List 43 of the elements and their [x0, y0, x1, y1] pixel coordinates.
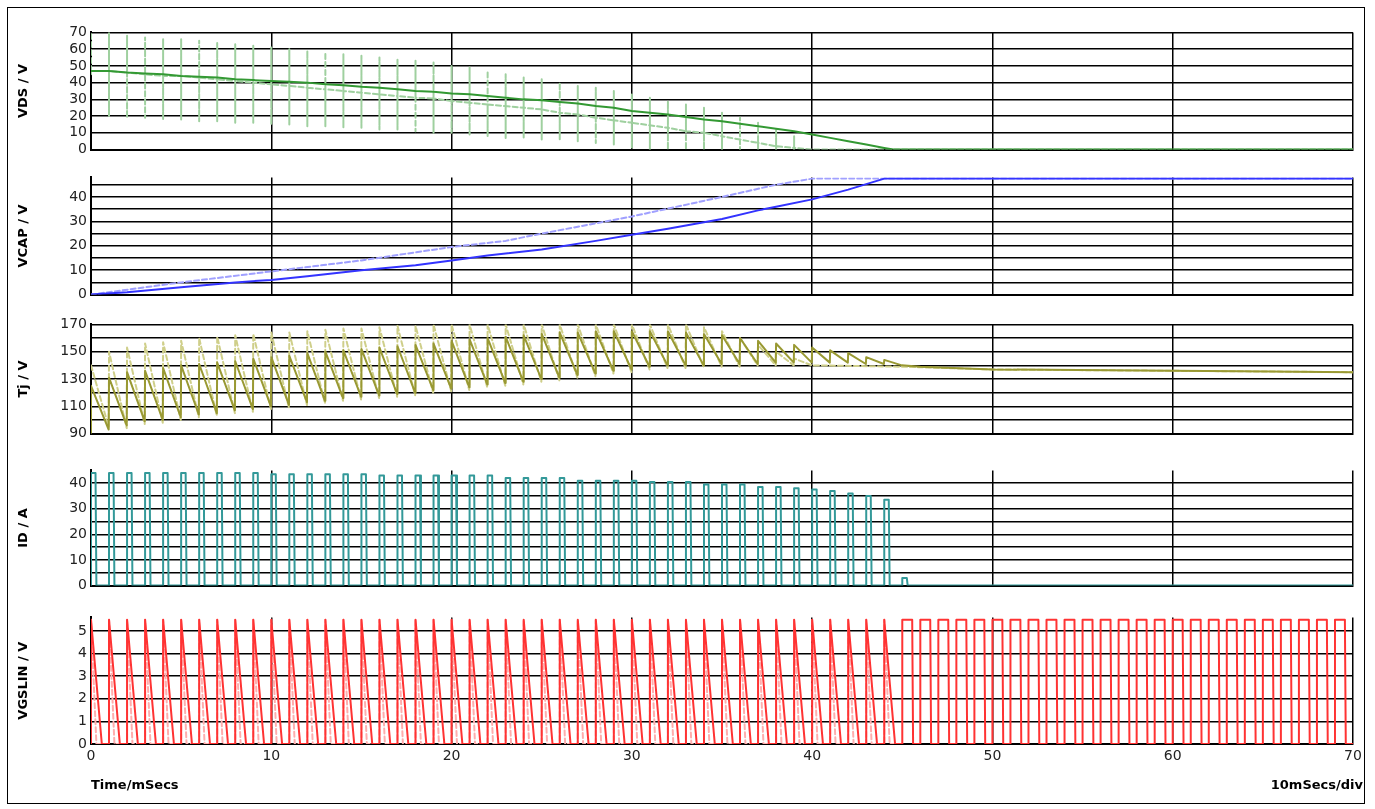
y-tick-label: 60 — [69, 39, 87, 56]
text: 10mSecs/div — [1270, 777, 1363, 792]
y-tick-label: 20 — [69, 525, 87, 542]
y-axis-title: VGSLIN / V — [15, 641, 31, 720]
y-tick-label: 1 — [78, 712, 87, 729]
x-tick-label: 70 — [1344, 747, 1362, 764]
y-axis-title: VDS / V — [15, 63, 31, 119]
y-tick-label: 4 — [78, 644, 88, 661]
y-tick-label: 130 — [60, 369, 87, 386]
y-axis-title: ID / A — [15, 508, 31, 548]
x-tick-label: 30 — [622, 747, 641, 764]
y-tick-label: 170 — [60, 315, 87, 332]
x-tick-label: 40 — [803, 747, 822, 764]
y-axis-title: Tj / V — [15, 360, 31, 398]
y-tick-label: 0 — [78, 140, 87, 157]
y-tick-label: 150 — [60, 342, 87, 359]
y-tick-label: 110 — [60, 396, 87, 413]
y-tick-label: 3 — [78, 666, 87, 683]
x-tick-label: 10 — [262, 747, 281, 764]
y-tick-label: 50 — [69, 56, 87, 73]
y-tick-label: 0 — [78, 734, 87, 751]
y-tick-label: 2 — [78, 689, 87, 706]
x-tick-label: 20 — [442, 747, 461, 764]
y-tick-label: 20 — [69, 106, 87, 123]
y-tick-label: 0 — [78, 285, 87, 302]
y-tick-label: 40 — [69, 473, 87, 490]
y-tick-label: 70 — [69, 23, 87, 40]
y-tick-label: 40 — [69, 187, 87, 204]
y-tick-label: 90 — [69, 424, 87, 441]
y-tick-label: 30 — [69, 211, 87, 228]
y-tick-label: 40 — [69, 73, 87, 90]
y-axis-title: VCAP / V — [15, 204, 31, 268]
y-tick-label: 30 — [69, 499, 87, 516]
x-tick-label: 60 — [1163, 747, 1182, 764]
y-tick-label: 20 — [69, 236, 87, 253]
y-tick-label: 0 — [78, 576, 87, 593]
y-tick-label: 30 — [69, 90, 87, 107]
y-tick-label: 5 — [78, 621, 87, 638]
x-axis-title: Time/mSecs — [91, 777, 179, 792]
x-tick-label: 50 — [983, 747, 1002, 764]
y-tick-label: 10 — [69, 550, 87, 567]
y-tick-label: 10 — [69, 260, 87, 277]
y-tick-label: 10 — [69, 123, 87, 140]
